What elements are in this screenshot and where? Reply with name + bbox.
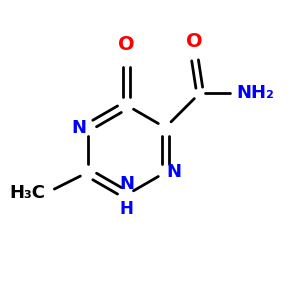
Text: H: H bbox=[119, 200, 134, 218]
Text: H₃C: H₃C bbox=[10, 184, 46, 202]
Text: NH₂: NH₂ bbox=[236, 84, 274, 102]
Text: O: O bbox=[186, 32, 202, 51]
Text: N: N bbox=[119, 175, 134, 193]
Text: N: N bbox=[167, 164, 182, 181]
Text: N: N bbox=[71, 118, 86, 136]
Text: O: O bbox=[118, 35, 135, 55]
